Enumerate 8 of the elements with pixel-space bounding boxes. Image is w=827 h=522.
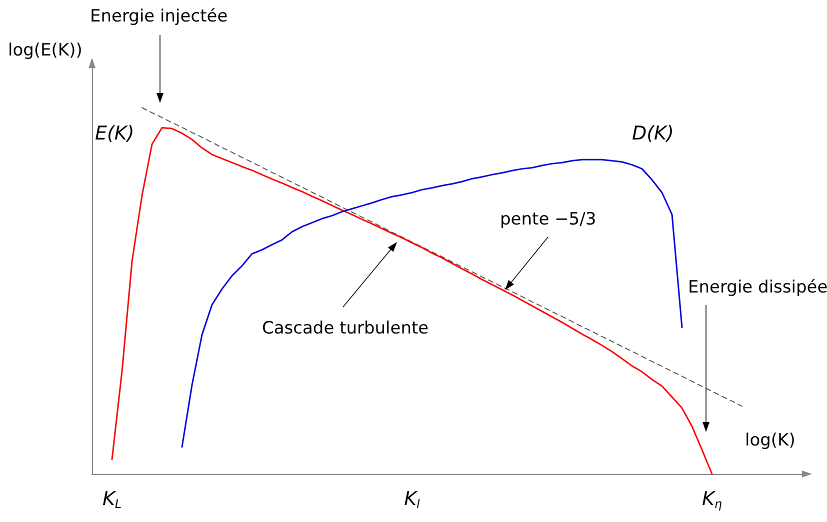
annotation: pente −5/3 (500, 210, 596, 230)
series-label: D(K) (632, 122, 674, 144)
annotation: Cascade turbulente (262, 318, 429, 338)
series-label: E(K) (95, 122, 134, 144)
x-axis-title: log(K) (745, 430, 796, 450)
y-axis-title: log(E(K)) (8, 40, 82, 60)
annotation: Energie dissipée (688, 278, 827, 298)
text: Energie injectée (90, 6, 228, 26)
